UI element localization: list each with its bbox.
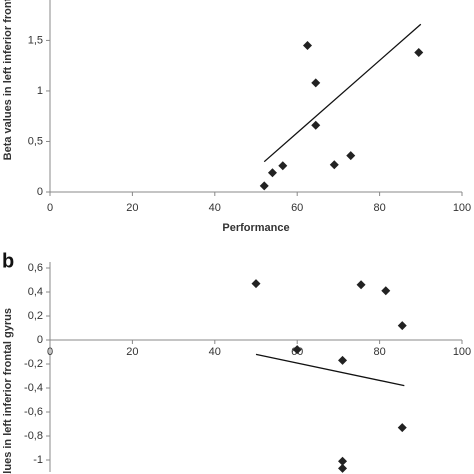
x-tick-label: 60 xyxy=(291,202,303,214)
point xyxy=(397,321,407,331)
y-tick-label: 0,2 xyxy=(28,310,43,322)
y-tick-label: 0,4 xyxy=(28,286,43,298)
x-tick-label: 0 xyxy=(47,202,53,214)
x-tick-label: 100 xyxy=(453,346,471,358)
point xyxy=(329,160,339,170)
y-tick-label: 0,6 xyxy=(28,262,43,274)
y-tick-label: 1 xyxy=(37,85,43,97)
point xyxy=(259,181,269,191)
point xyxy=(311,120,321,130)
y-axis-label: values in left inferior frontal gyrus xyxy=(2,308,14,474)
y-tick-label: -0,2 xyxy=(24,358,43,370)
point xyxy=(356,280,366,290)
y-axis-label: Beta values in left inferior fronta xyxy=(2,0,14,160)
x-axis-label: Performance xyxy=(222,222,289,234)
x-tick-label: 0 xyxy=(47,346,53,358)
trend-line xyxy=(263,23,422,163)
y-tick-label: 0 xyxy=(37,186,43,198)
point xyxy=(397,423,407,433)
point xyxy=(346,151,356,161)
point xyxy=(338,355,348,365)
point xyxy=(278,161,288,171)
point xyxy=(381,286,391,296)
point xyxy=(338,463,348,473)
y-tick-label: -1 xyxy=(33,454,43,466)
x-tick-label: 80 xyxy=(373,346,385,358)
x-tick-label: 20 xyxy=(126,346,138,358)
y-tick-label: -0,8 xyxy=(24,430,43,442)
y-tick-label: 0,5 xyxy=(28,135,43,147)
panel-label: b xyxy=(2,250,14,272)
y-tick-label: 1,5 xyxy=(28,34,43,46)
x-tick-label: 80 xyxy=(373,202,385,214)
y-tick-label: 0 xyxy=(37,334,43,346)
point xyxy=(267,168,277,178)
trend-line xyxy=(255,353,405,387)
point xyxy=(303,40,312,50)
point xyxy=(414,48,424,58)
x-tick-label: 20 xyxy=(126,202,138,214)
y-tick-label: -0,4 xyxy=(24,382,43,394)
point xyxy=(251,279,261,289)
x-tick-label: 40 xyxy=(209,202,221,214)
y-tick-label: -0,6 xyxy=(24,406,43,418)
x-tick-label: 100 xyxy=(453,202,471,214)
point xyxy=(338,456,348,466)
x-tick-label: 40 xyxy=(209,346,221,358)
point xyxy=(292,345,302,355)
point xyxy=(311,78,321,88)
